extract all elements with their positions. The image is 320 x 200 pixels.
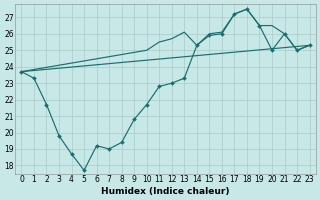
X-axis label: Humidex (Indice chaleur): Humidex (Indice chaleur) bbox=[101, 187, 230, 196]
